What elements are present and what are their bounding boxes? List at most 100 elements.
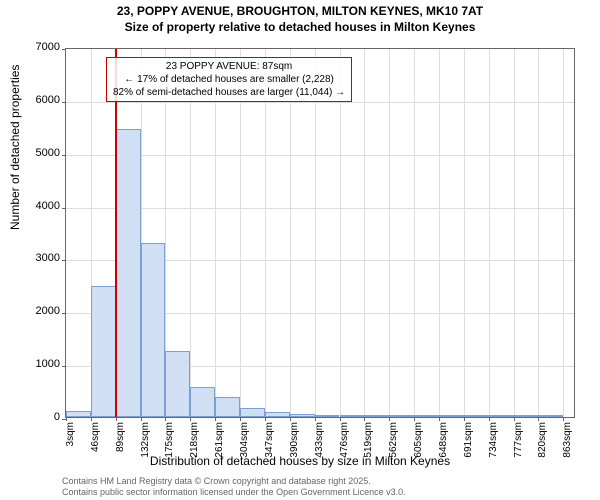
- histogram-bar: [364, 415, 389, 417]
- x-tick-label: 132sqm: [140, 422, 151, 462]
- y-tick-label: 6000: [10, 94, 60, 106]
- x-tick-label: 648sqm: [438, 422, 449, 462]
- y-tick-label: 4000: [10, 200, 60, 212]
- gridline-v: [364, 49, 365, 417]
- x-tick-label: 734sqm: [488, 422, 499, 462]
- histogram-bar: [116, 129, 141, 417]
- annotation-box: 23 POPPY AVENUE: 87sqm← 17% of detached …: [106, 57, 352, 102]
- histogram-bar: [315, 415, 340, 417]
- y-tick-label: 5000: [10, 147, 60, 159]
- x-tick: [165, 417, 166, 421]
- annotation-line: 23 POPPY AVENUE: 87sqm: [113, 60, 345, 73]
- histogram-bar: [489, 415, 514, 417]
- histogram-bar: [414, 415, 439, 417]
- annotation-line: ← 17% of detached houses are smaller (2,…: [113, 73, 345, 86]
- histogram-bar: [66, 411, 91, 417]
- gridline-v: [439, 49, 440, 417]
- histogram-bar: [165, 351, 190, 417]
- x-tick-label: 261sqm: [214, 422, 225, 462]
- histogram-bar: [389, 415, 414, 417]
- gridline-v: [340, 49, 341, 417]
- x-tick-label: 777sqm: [513, 422, 524, 462]
- gridline-h: [66, 208, 574, 209]
- x-tick: [290, 417, 291, 421]
- x-tick: [265, 417, 266, 421]
- gridline-v: [489, 49, 490, 417]
- y-tick-label: 0: [10, 411, 60, 423]
- x-tick-label: 433sqm: [314, 422, 325, 462]
- x-tick-label: 218sqm: [189, 422, 200, 462]
- histogram-bar: [514, 415, 539, 417]
- gridline-v: [464, 49, 465, 417]
- histogram-bar: [340, 415, 365, 417]
- y-tick: [62, 155, 66, 156]
- x-tick: [116, 417, 117, 421]
- x-tick: [141, 417, 142, 421]
- footer-line2: Contains public sector information licen…: [62, 487, 406, 498]
- histogram-bar: [464, 415, 489, 417]
- y-tick-label: 3000: [10, 252, 60, 264]
- gridline-v: [265, 49, 266, 417]
- plot-area: 23 POPPY AVENUE: 87sqm← 17% of detached …: [65, 48, 575, 418]
- x-tick: [439, 417, 440, 421]
- x-tick: [190, 417, 191, 421]
- x-tick-label: 691sqm: [463, 422, 474, 462]
- x-tick-label: 3sqm: [65, 422, 76, 462]
- y-tick: [62, 102, 66, 103]
- y-tick-label: 7000: [10, 41, 60, 53]
- y-tick: [62, 366, 66, 367]
- gridline-v: [215, 49, 216, 417]
- gridline-v: [414, 49, 415, 417]
- gridline-v: [389, 49, 390, 417]
- x-tick-label: 820sqm: [537, 422, 548, 462]
- x-tick: [66, 417, 67, 421]
- x-tick: [389, 417, 390, 421]
- histogram-bar: [215, 397, 240, 417]
- marker-line: [115, 49, 117, 417]
- x-tick: [240, 417, 241, 421]
- x-tick-label: 519sqm: [363, 422, 374, 462]
- x-tick-label: 304sqm: [239, 422, 250, 462]
- gridline-v: [315, 49, 316, 417]
- x-tick: [464, 417, 465, 421]
- histogram-bar: [265, 412, 290, 417]
- x-tick: [364, 417, 365, 421]
- histogram-bar: [538, 415, 563, 417]
- gridline-v: [514, 49, 515, 417]
- histogram-bar: [190, 387, 215, 417]
- y-tick: [62, 49, 66, 50]
- annotation-line: 82% of semi-detached houses are larger (…: [113, 86, 345, 99]
- x-tick: [514, 417, 515, 421]
- title-block: 23, POPPY AVENUE, BROUGHTON, MILTON KEYN…: [0, 0, 600, 35]
- histogram-bar: [439, 415, 464, 417]
- gridline-v: [190, 49, 191, 417]
- x-tick: [563, 417, 564, 421]
- histogram-bar: [91, 286, 116, 417]
- gridline-v: [563, 49, 564, 417]
- y-tick: [62, 208, 66, 209]
- title-line1: 23, POPPY AVENUE, BROUGHTON, MILTON KEYN…: [0, 4, 600, 20]
- histogram-bar: [290, 414, 315, 417]
- x-tick-label: 46sqm: [90, 422, 101, 462]
- y-tick-label: 1000: [10, 358, 60, 370]
- y-tick-label: 2000: [10, 305, 60, 317]
- x-tick-label: 390sqm: [289, 422, 300, 462]
- footer-attribution: Contains HM Land Registry data © Crown c…: [62, 476, 406, 498]
- x-tick: [414, 417, 415, 421]
- x-tick-label: 562sqm: [388, 422, 399, 462]
- x-tick-label: 175sqm: [164, 422, 175, 462]
- x-tick: [91, 417, 92, 421]
- footer-line1: Contains HM Land Registry data © Crown c…: [62, 476, 406, 487]
- gridline-v: [290, 49, 291, 417]
- gridline-h: [66, 155, 574, 156]
- x-tick-label: 605sqm: [413, 422, 424, 462]
- x-tick: [489, 417, 490, 421]
- x-tick-label: 89sqm: [115, 422, 126, 462]
- x-tick-label: 347sqm: [264, 422, 275, 462]
- x-tick: [340, 417, 341, 421]
- y-tick: [62, 313, 66, 314]
- y-tick: [62, 260, 66, 261]
- x-tick: [215, 417, 216, 421]
- histogram-bar: [240, 408, 265, 417]
- histogram-bar: [141, 243, 166, 417]
